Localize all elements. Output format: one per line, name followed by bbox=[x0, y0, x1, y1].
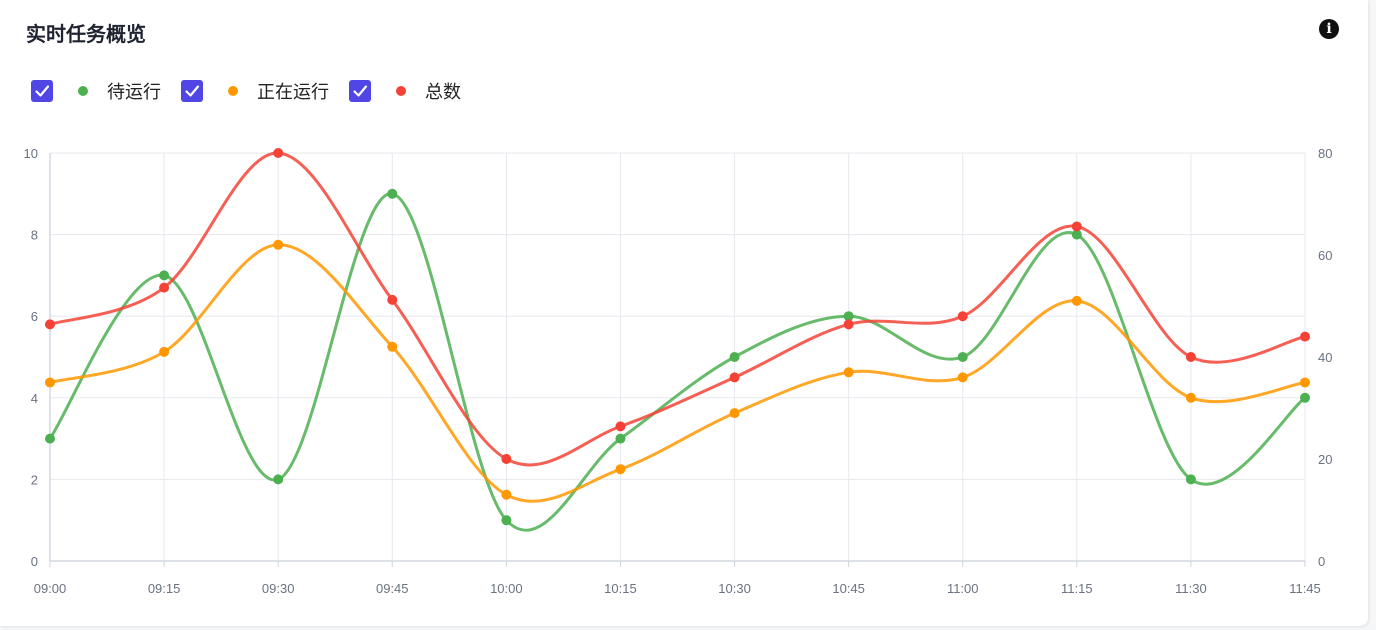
x-tick-label: 11:45 bbox=[1289, 581, 1321, 596]
data-point-running bbox=[730, 408, 740, 418]
y-right-tick-label: 20 bbox=[1318, 452, 1332, 467]
x-tick-label: 11:30 bbox=[1175, 581, 1207, 596]
data-point-running bbox=[501, 490, 511, 500]
x-tick-label: 10:15 bbox=[604, 581, 637, 596]
y-right-tick-label: 80 bbox=[1318, 146, 1332, 161]
data-point-total bbox=[1186, 352, 1196, 362]
data-point-running bbox=[1300, 378, 1310, 388]
data-point-running bbox=[159, 347, 169, 357]
y-left-tick-label: 10 bbox=[24, 146, 38, 161]
data-point-total bbox=[1072, 221, 1082, 231]
data-point-running bbox=[273, 240, 283, 250]
series-line-running bbox=[50, 245, 1305, 501]
data-point-pending bbox=[958, 352, 968, 362]
data-point-pending bbox=[615, 434, 625, 444]
x-tick-label: 09:00 bbox=[34, 581, 67, 596]
x-tick-label: 10:00 bbox=[490, 581, 523, 596]
x-tick-label: 09:30 bbox=[262, 581, 295, 596]
y-right-tick-label: 0 bbox=[1318, 554, 1325, 569]
x-tick-label: 11:15 bbox=[1061, 581, 1093, 596]
data-point-total bbox=[159, 283, 169, 293]
data-point-pending bbox=[1186, 474, 1196, 484]
data-point-running bbox=[1072, 296, 1082, 306]
x-tick-label: 10:45 bbox=[832, 581, 865, 596]
y-left-tick-label: 2 bbox=[31, 472, 38, 487]
data-point-running bbox=[45, 378, 55, 388]
x-tick-label: 10:30 bbox=[718, 581, 751, 596]
data-point-total bbox=[45, 319, 55, 329]
y-left-tick-label: 6 bbox=[31, 309, 38, 324]
data-point-total bbox=[1300, 332, 1310, 342]
x-tick-label: 09:45 bbox=[376, 581, 409, 596]
x-tick-label: 09:15 bbox=[148, 581, 181, 596]
data-point-total bbox=[501, 454, 511, 464]
y-left-tick-label: 0 bbox=[31, 554, 38, 569]
data-point-pending bbox=[159, 270, 169, 280]
data-point-total bbox=[730, 372, 740, 382]
data-point-total bbox=[844, 319, 854, 329]
data-point-pending bbox=[45, 434, 55, 444]
data-point-total bbox=[958, 311, 968, 321]
data-point-total bbox=[273, 148, 283, 158]
data-point-pending bbox=[273, 474, 283, 484]
data-point-running bbox=[615, 464, 625, 474]
data-point-pending bbox=[1300, 393, 1310, 403]
y-right-tick-label: 60 bbox=[1318, 248, 1332, 263]
data-point-pending bbox=[730, 352, 740, 362]
y-left-tick-label: 8 bbox=[31, 228, 38, 243]
data-point-running bbox=[1186, 393, 1196, 403]
data-point-running bbox=[844, 367, 854, 377]
y-left-tick-label: 4 bbox=[31, 391, 38, 406]
data-point-pending bbox=[501, 515, 511, 525]
y-right-tick-label: 40 bbox=[1318, 350, 1332, 365]
data-point-running bbox=[387, 342, 397, 352]
data-point-running bbox=[958, 372, 968, 382]
data-point-pending bbox=[387, 189, 397, 199]
data-point-total bbox=[615, 421, 625, 431]
x-tick-label: 11:00 bbox=[947, 581, 979, 596]
data-point-total bbox=[387, 295, 397, 305]
